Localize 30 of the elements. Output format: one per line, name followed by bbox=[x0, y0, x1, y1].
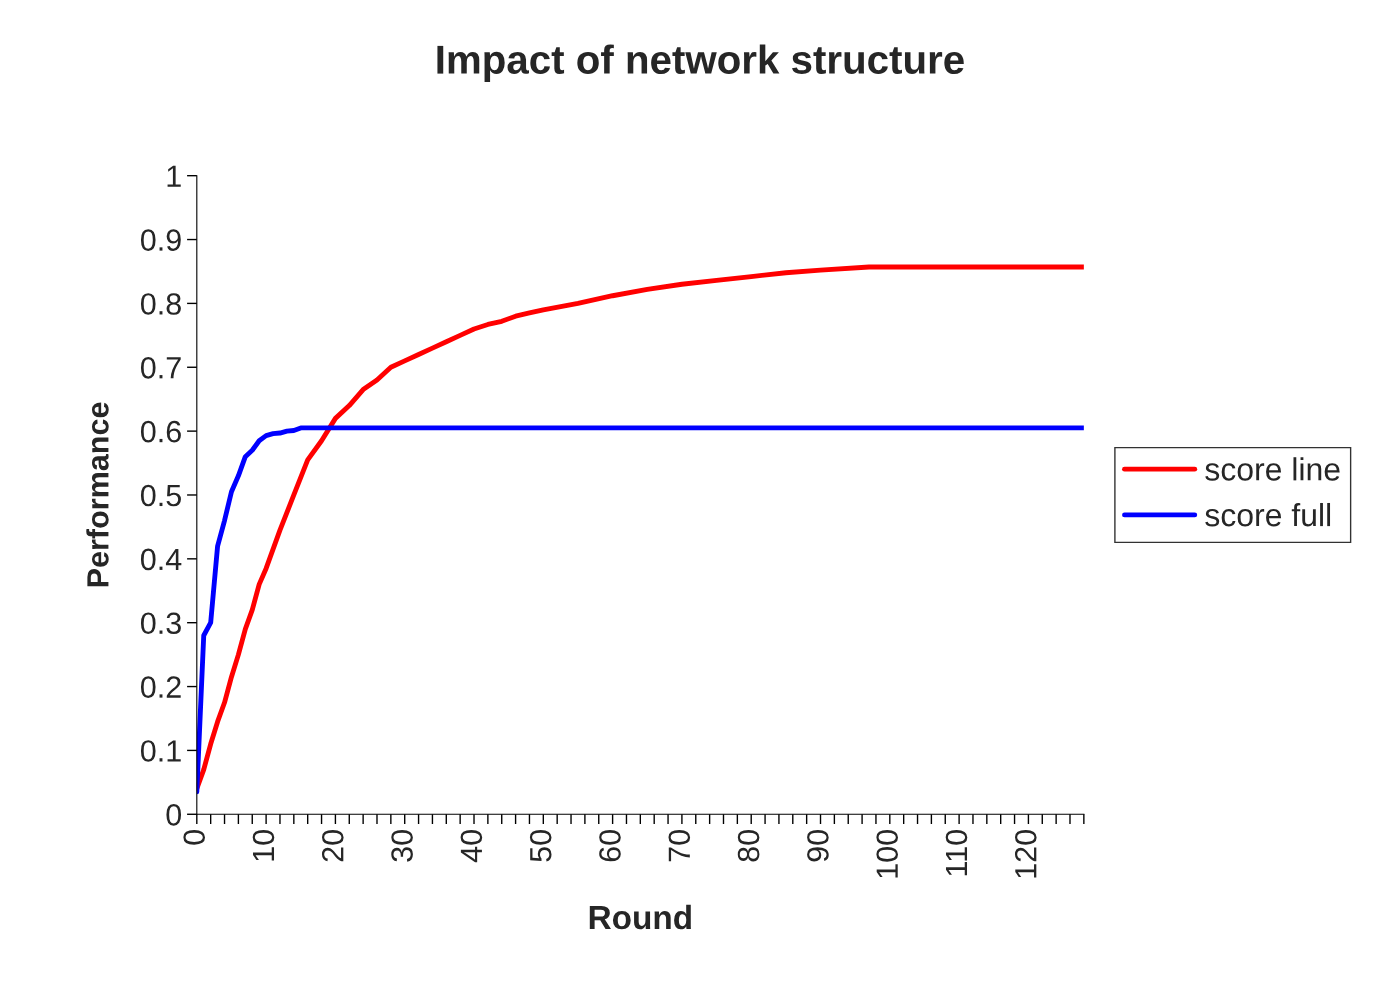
y-tick-label: 0.1 bbox=[140, 740, 181, 762]
y-tick-label: 0.5 bbox=[140, 484, 181, 507]
x-tick-label: 100 bbox=[876, 830, 899, 878]
x-tick-label: 70 bbox=[668, 830, 691, 862]
x-tick-label: 40 bbox=[460, 830, 483, 863]
y-tick-label: 0.6 bbox=[140, 420, 181, 443]
x-tick-label: 120 bbox=[1014, 830, 1037, 878]
x-tick-label: 20 bbox=[321, 830, 344, 862]
y-tick-label: 0.8 bbox=[140, 293, 181, 315]
y-tick-label: 0.3 bbox=[140, 612, 181, 635]
y-tick-label: 0.9 bbox=[140, 229, 181, 251]
x-tick-label: 60 bbox=[599, 830, 621, 862]
x-axis-title: Round bbox=[589, 904, 691, 930]
y-tick-label: 0.4 bbox=[140, 548, 182, 571]
y-tick-label: 1 bbox=[167, 165, 181, 187]
legend-label: score line bbox=[1205, 457, 1340, 481]
x-tick-label: 10 bbox=[252, 830, 275, 861]
y-axis-title: Performance bbox=[86, 402, 109, 587]
x-tick-label: 90 bbox=[807, 830, 829, 862]
line-series bbox=[196, 425, 1084, 795]
x-tick-label: 80 bbox=[737, 830, 760, 862]
x-tick-label: 30 bbox=[391, 830, 413, 862]
chart-title: Impact of network structure bbox=[437, 44, 964, 82]
x-tick-label: 0 bbox=[183, 830, 206, 845]
y-tick-label: 0.2 bbox=[140, 676, 181, 698]
y-tick-label: 0.7 bbox=[140, 357, 181, 379]
x-tick-label: 50 bbox=[529, 830, 552, 862]
x-tick-label: 110 bbox=[945, 830, 968, 876]
legend-label: score full bbox=[1205, 502, 1331, 527]
y-tick-label: 0 bbox=[166, 804, 182, 826]
